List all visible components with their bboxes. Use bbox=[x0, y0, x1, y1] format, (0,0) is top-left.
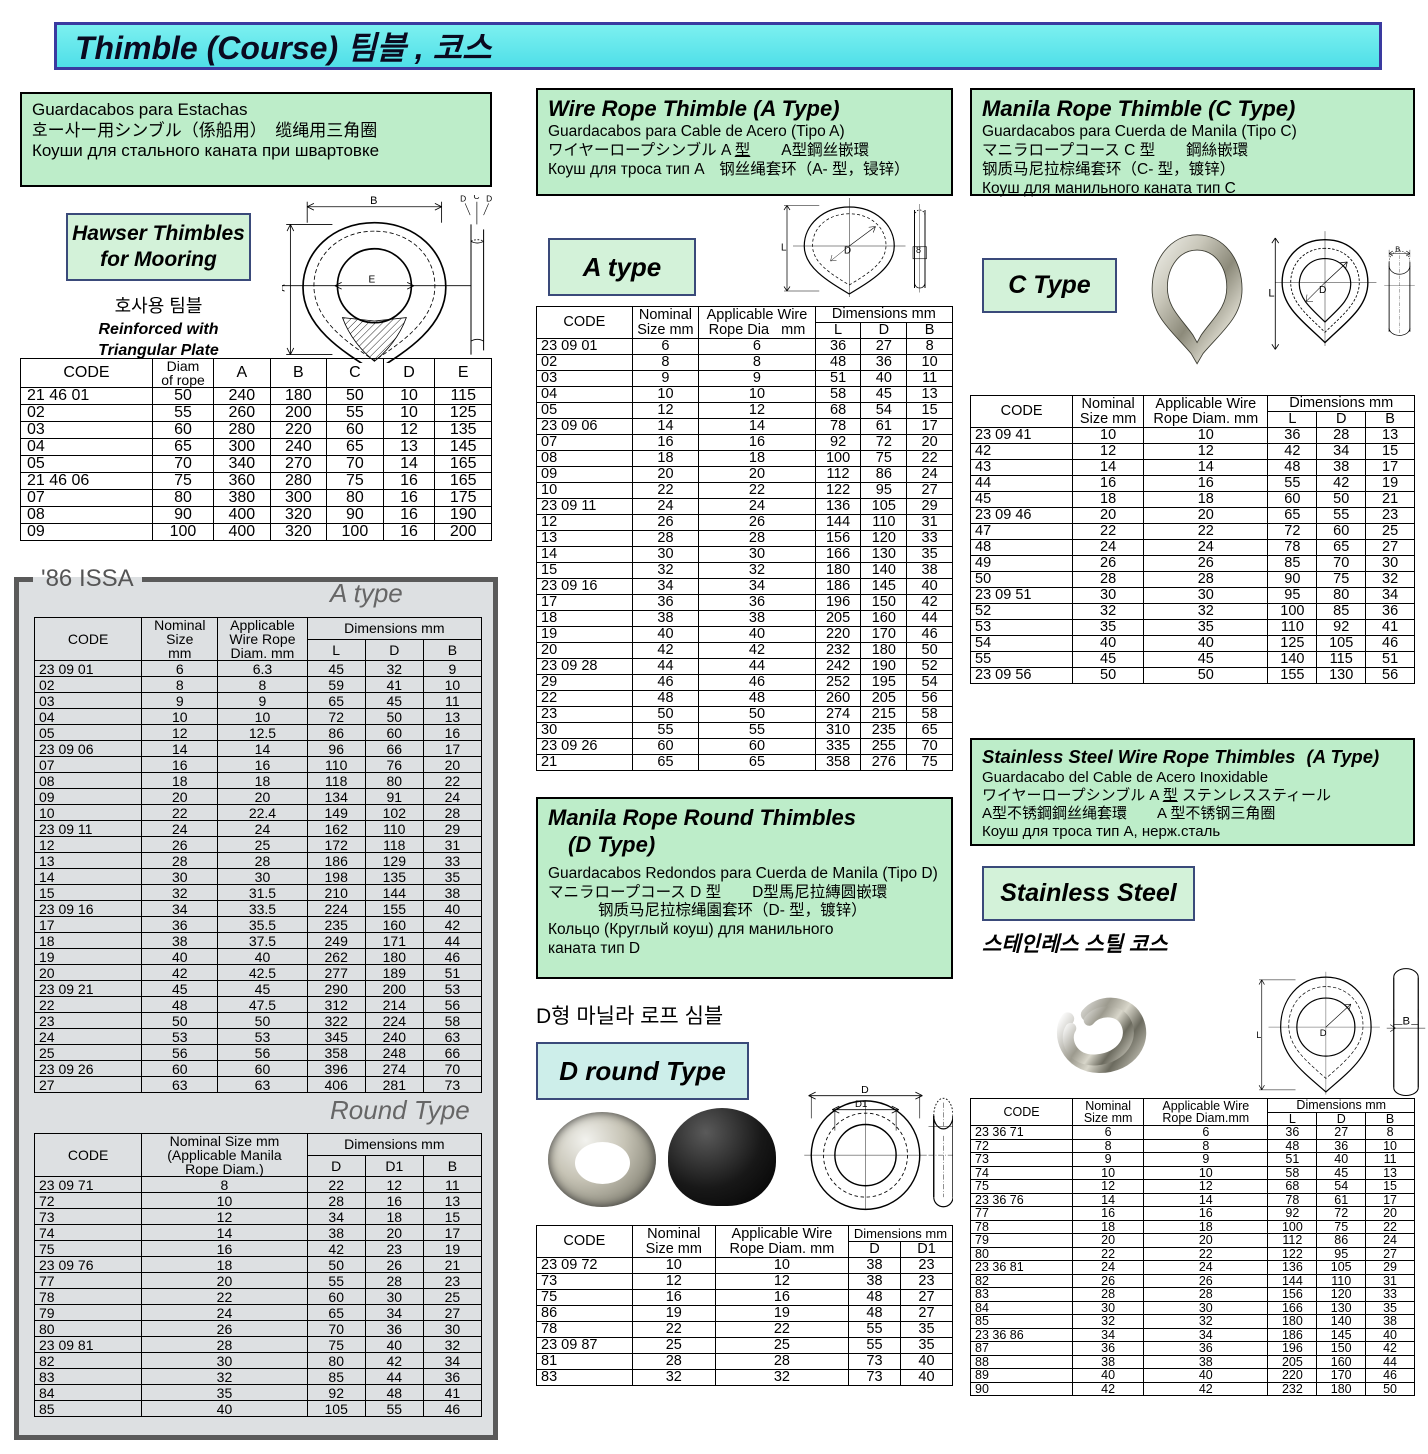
svg-text:D: D bbox=[486, 195, 492, 204]
svg-text:8: 8 bbox=[916, 245, 921, 255]
svg-text:D: D bbox=[1319, 285, 1326, 296]
svg-text:A: A bbox=[282, 284, 288, 292]
svg-text:B: B bbox=[370, 195, 377, 207]
svg-text:L: L bbox=[1256, 1030, 1261, 1040]
svg-text:B: B bbox=[1403, 1016, 1411, 1028]
svg-text:D: D bbox=[1320, 1028, 1327, 1039]
svg-text:E: E bbox=[369, 274, 376, 285]
svg-text:L: L bbox=[1268, 287, 1274, 299]
svg-text:D: D bbox=[460, 195, 466, 204]
svg-text:L: L bbox=[781, 243, 787, 254]
svg-text:C: C bbox=[474, 195, 480, 201]
svg-text:D: D bbox=[861, 1085, 869, 1096]
